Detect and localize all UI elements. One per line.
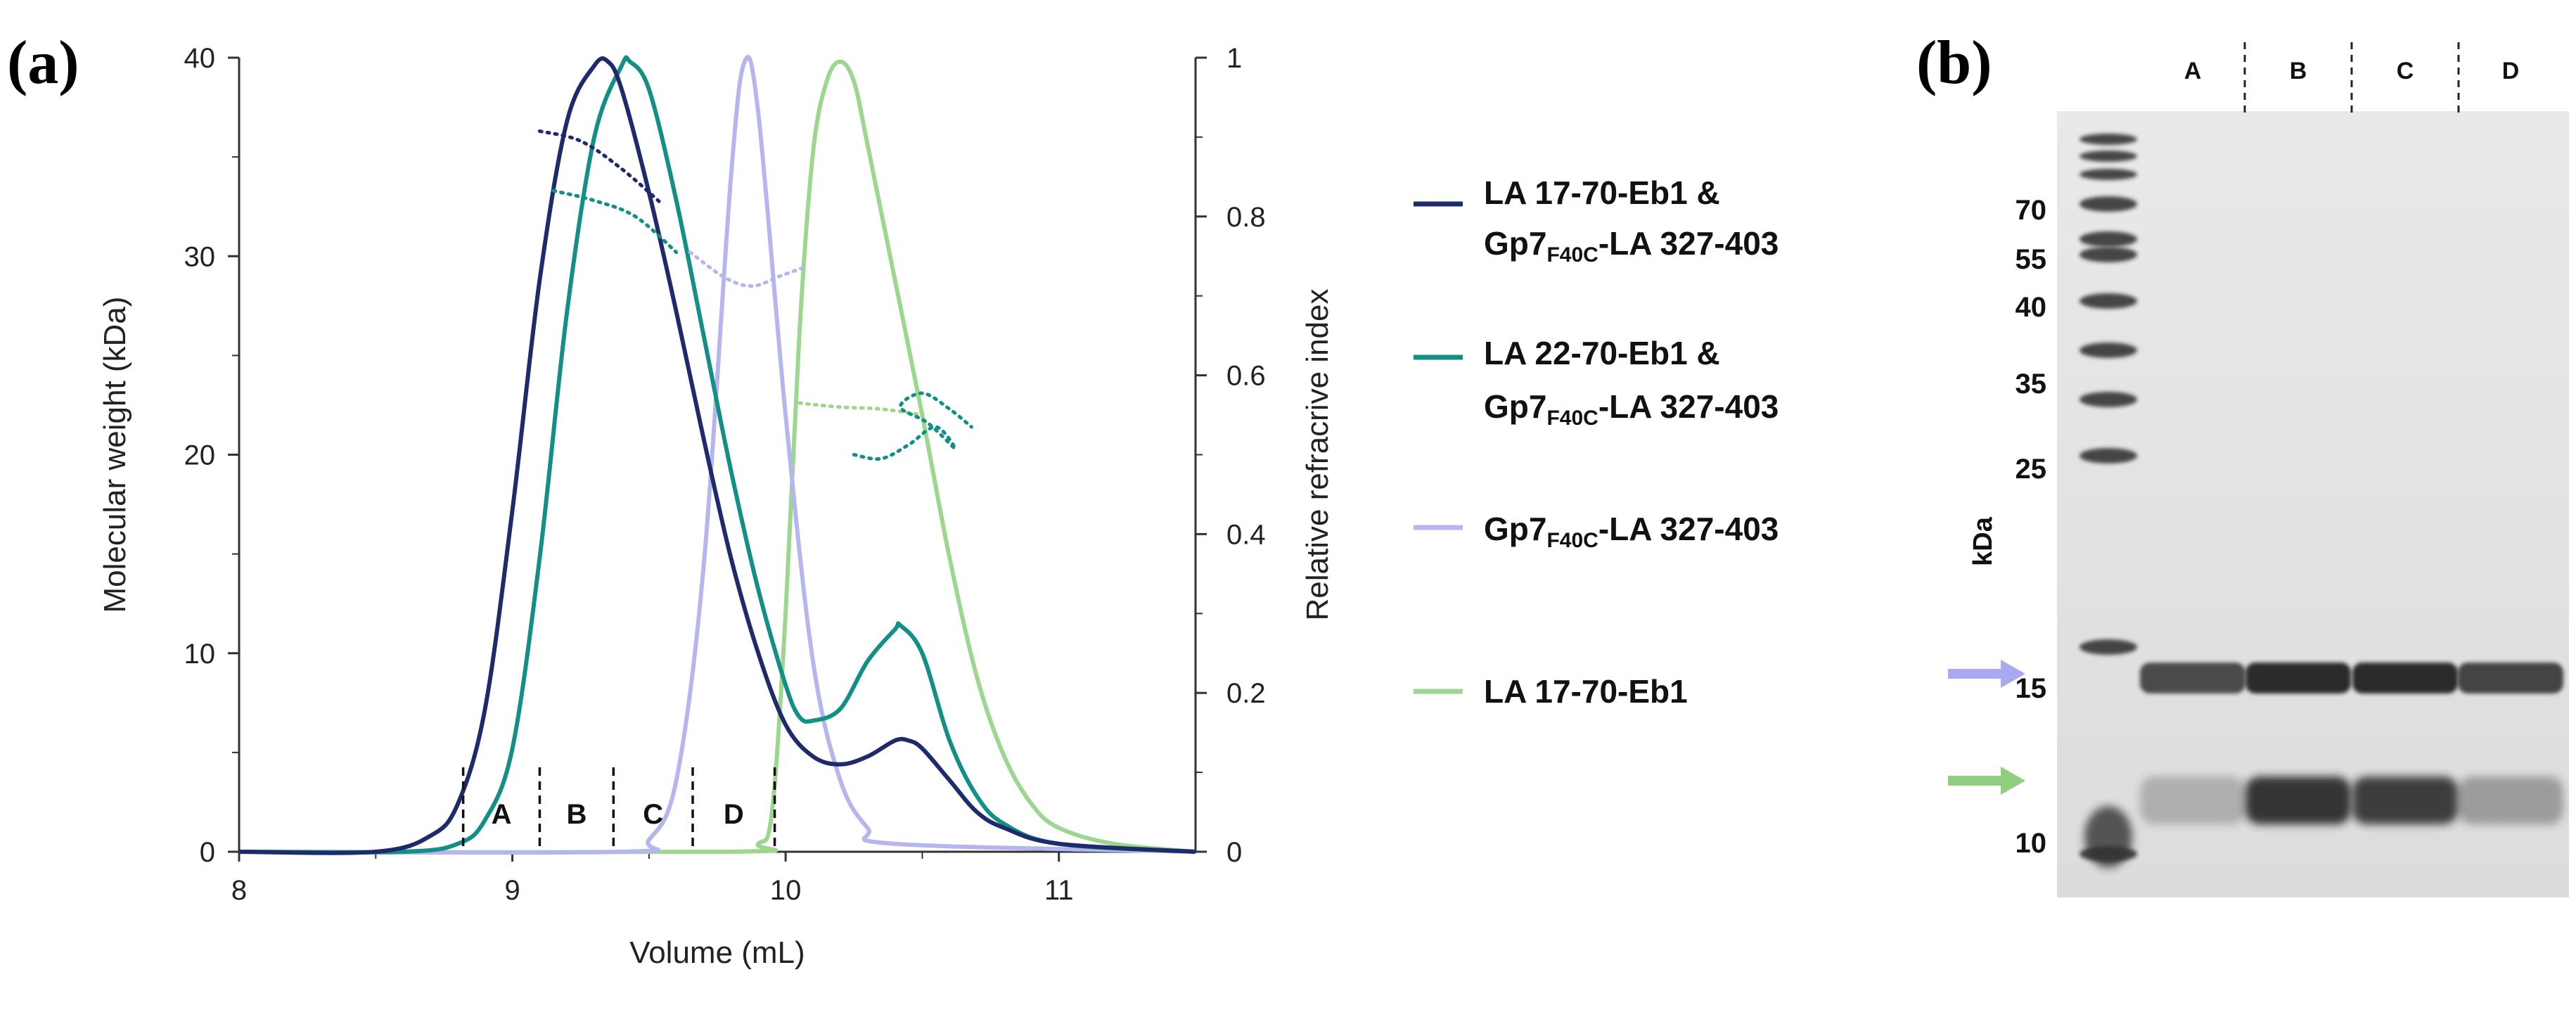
sds-page-gel: A B C D 70 55 40 35 25 15 10 kDa xyxy=(1948,42,2569,897)
upper-band-A xyxy=(2140,663,2245,693)
y2-axis-title: Relative refracrive index xyxy=(1300,289,1335,621)
lane-label-B: B xyxy=(2290,58,2307,84)
x-tick-label: 8 xyxy=(231,875,247,906)
sec-chart: 8 9 10 11 0 10 20 30 40 0 0.2 0.4 0.6 0.8 1 A B C D Volum… xyxy=(98,43,1335,970)
ladder-band xyxy=(2080,134,2137,145)
lower-band-B xyxy=(2245,776,2351,824)
y-axis-title: Molecular weight (kDa) xyxy=(98,297,132,613)
mw-trace-1 xyxy=(551,188,679,255)
mw-trace-3 xyxy=(797,401,924,417)
ladder-band xyxy=(2080,247,2137,262)
mw-trace-2 xyxy=(688,250,809,288)
ladder-band xyxy=(2080,392,2137,407)
y2-tick-label: 1 xyxy=(1226,43,1242,74)
marker-label-40: 40 xyxy=(2016,292,2047,323)
legend-label-0-line1: LA 17-70-Eb1 & xyxy=(1484,174,1720,211)
upper-band-C xyxy=(2352,663,2458,693)
lane-label-D: D xyxy=(2502,58,2520,84)
legend-label-1-line1: LA 22-70-Eb1 & xyxy=(1484,335,1720,371)
legend-label-1-prefix: Gp7 xyxy=(1484,388,1546,425)
marker-label-10: 10 xyxy=(2016,828,2047,859)
panel-b-label: (b) xyxy=(1916,29,1992,97)
y-tick-label: 0 xyxy=(200,837,215,868)
mw-trace-0 xyxy=(537,129,665,207)
y-tick-label: 10 xyxy=(184,639,216,670)
fraction-label-C: C xyxy=(643,799,663,830)
x-tick-label: 11 xyxy=(1044,875,1074,906)
legend-label-0-sub: F40C xyxy=(1546,243,1598,267)
upper-band-B xyxy=(2245,663,2351,693)
ladder-band xyxy=(2080,639,2137,655)
legend-label-1-line2: Gp7F40C-LA 327-403 xyxy=(1484,388,1779,430)
band-arrow-0 xyxy=(1948,660,2025,688)
band-arrows xyxy=(1948,660,2025,795)
lane-dividers xyxy=(2243,42,2460,113)
gel-kda-label: kDa xyxy=(1968,516,1998,566)
legend-label-0-prefix: Gp7 xyxy=(1484,225,1546,262)
lower-band-C xyxy=(2352,776,2458,824)
panel-a-label: (a) xyxy=(7,29,79,97)
lower-band-A xyxy=(2140,776,2245,824)
ri-trace-1 xyxy=(238,55,1196,855)
y2-tick-label: 0.4 xyxy=(1226,519,1266,550)
marker-label-35: 35 xyxy=(2016,369,2047,399)
gel-background xyxy=(2057,111,2569,897)
mw-trace-1-b xyxy=(852,391,973,461)
ladder-band xyxy=(2080,151,2137,162)
ladder-band xyxy=(2080,343,2137,358)
legend-label-1-suffix: -LA 327-403 xyxy=(1598,388,1779,425)
legend-label-2-sub: F40C xyxy=(1546,529,1598,552)
lane-labels: A B C D xyxy=(2184,58,2520,84)
ladder-band xyxy=(2080,231,2137,247)
y2-tick-label: 0.8 xyxy=(1226,202,1266,233)
x-tick-label: 10 xyxy=(770,875,802,906)
marker-label-25: 25 xyxy=(2016,454,2047,485)
fraction-label-D: D xyxy=(724,799,744,830)
ladder-band xyxy=(2080,448,2137,464)
band-arrow-1 xyxy=(1948,767,2025,795)
lane-label-C: C xyxy=(2397,58,2414,84)
ladder-band xyxy=(2080,196,2137,212)
lower-band-D xyxy=(2458,776,2563,824)
chart-axes: 8 9 10 11 0 10 20 30 40 0 0.2 0.4 0.6 0.8 1 xyxy=(184,43,1266,906)
fraction-label-B: B xyxy=(566,799,587,830)
ladder-band xyxy=(2084,806,2132,868)
upper-band-D xyxy=(2458,663,2563,693)
ri-trace-0 xyxy=(238,56,1196,855)
lane-label-A: A xyxy=(2184,58,2202,84)
legend-label-0-suffix: -LA 327-403 xyxy=(1598,225,1779,262)
marker-label-15: 15 xyxy=(2016,673,2047,704)
legend-label-2-suffix: -LA 327-403 xyxy=(1598,511,1779,547)
y2-tick-label: 0 xyxy=(1226,837,1242,868)
marker-label-55: 55 xyxy=(2016,244,2047,275)
fraction-label-A: A xyxy=(492,799,512,830)
legend-label-1-sub: F40C xyxy=(1546,407,1598,430)
legend-label-2-prefix: Gp7 xyxy=(1484,511,1546,547)
y2-tick-label: 0.6 xyxy=(1226,361,1266,392)
legend-label-3: LA 17-70-Eb1 xyxy=(1484,673,1688,710)
ri-trace-3 xyxy=(238,59,1196,855)
fraction-regions: A B C D xyxy=(461,767,776,852)
ri-trace-2 xyxy=(238,54,1196,855)
gel-ladder xyxy=(2080,134,2137,868)
marker-label-70: 70 xyxy=(2016,195,2047,226)
gel-bands xyxy=(2140,663,2563,824)
y2-tick-label: 0.2 xyxy=(1226,678,1266,709)
y-tick-label: 20 xyxy=(184,440,216,471)
marker-labels: 70 55 40 35 25 15 10 xyxy=(2016,195,2047,859)
ladder-band xyxy=(2080,169,2137,180)
chart-legend: LA 17-70-Eb1 & Gp7F40C-LA 327-403 LA 22-… xyxy=(1414,174,1779,710)
ladder-band xyxy=(2080,293,2137,309)
chart-series xyxy=(238,54,1196,855)
y-tick-label: 30 xyxy=(184,241,216,272)
legend-label-2: Gp7F40C-LA 327-403 xyxy=(1484,511,1779,552)
x-axis-title: Volume (mL) xyxy=(629,935,805,970)
legend-label-0-line2: Gp7F40C-LA 327-403 xyxy=(1484,225,1779,267)
y-tick-label: 40 xyxy=(184,43,216,74)
x-tick-label: 9 xyxy=(504,875,520,906)
